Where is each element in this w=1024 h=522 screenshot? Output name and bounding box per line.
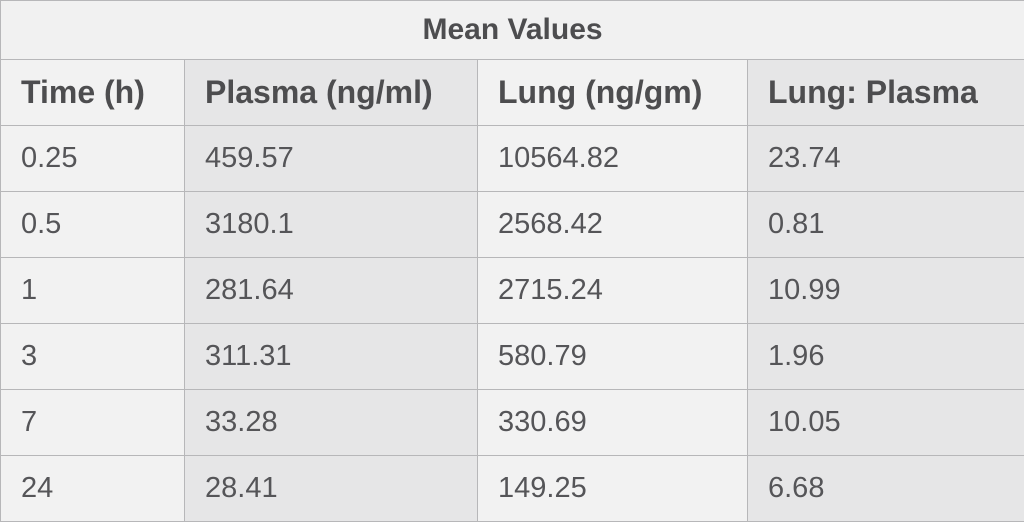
cell-lung-plasma-ratio: 1.96	[746, 323, 1024, 390]
table-row: 24 28.41 149.25 6.68	[0, 455, 1024, 522]
cell-time: 7	[0, 389, 185, 456]
header-time: Time (h)	[0, 59, 185, 126]
cell-lung: 10564.82	[477, 125, 748, 192]
cell-lung-plasma-ratio: 6.68	[746, 455, 1024, 522]
table-row: 1 281.64 2715.24 10.99	[0, 257, 1024, 324]
cell-time: 0.25	[0, 125, 185, 192]
cell-plasma: 281.64	[184, 257, 478, 324]
cell-lung-plasma-ratio: 23.74	[746, 125, 1024, 192]
table-title-row: Mean Values	[0, 0, 1024, 60]
cell-lung: 580.79	[477, 323, 748, 390]
cell-lung: 2568.42	[477, 191, 748, 258]
cell-plasma: 459.57	[184, 125, 478, 192]
cell-time: 24	[0, 455, 185, 522]
table-row: 3 311.31 580.79 1.96	[0, 323, 1024, 390]
cell-lung: 330.69	[477, 389, 748, 456]
cell-time: 3	[0, 323, 185, 390]
table-row: 0.5 3180.1 2568.42 0.81	[0, 191, 1024, 258]
header-plasma: Plasma (ng/ml)	[184, 59, 478, 126]
cell-lung-plasma-ratio: 10.05	[746, 389, 1024, 456]
cell-plasma: 311.31	[184, 323, 478, 390]
table-header-row: Time (h) Plasma (ng/ml) Lung (ng/gm) Lun…	[0, 59, 1024, 126]
table-row: 7 33.28 330.69 10.05	[0, 389, 1024, 456]
cell-time: 0.5	[0, 191, 185, 258]
table-row: 0.25 459.57 10564.82 23.74	[0, 125, 1024, 192]
cell-lung: 2715.24	[477, 257, 748, 324]
cell-lung-plasma-ratio: 10.99	[746, 257, 1024, 324]
cell-plasma: 3180.1	[184, 191, 478, 258]
cell-plasma: 28.41	[184, 455, 478, 522]
cell-lung-plasma-ratio: 0.81	[746, 191, 1024, 258]
table-title: Mean Values	[0, 0, 1024, 60]
header-lung-plasma-ratio: Lung: Plasma	[746, 59, 1024, 126]
cell-plasma: 33.28	[184, 389, 478, 456]
header-lung: Lung (ng/gm)	[477, 59, 748, 126]
cell-time: 1	[0, 257, 185, 324]
cell-lung: 149.25	[477, 455, 748, 522]
